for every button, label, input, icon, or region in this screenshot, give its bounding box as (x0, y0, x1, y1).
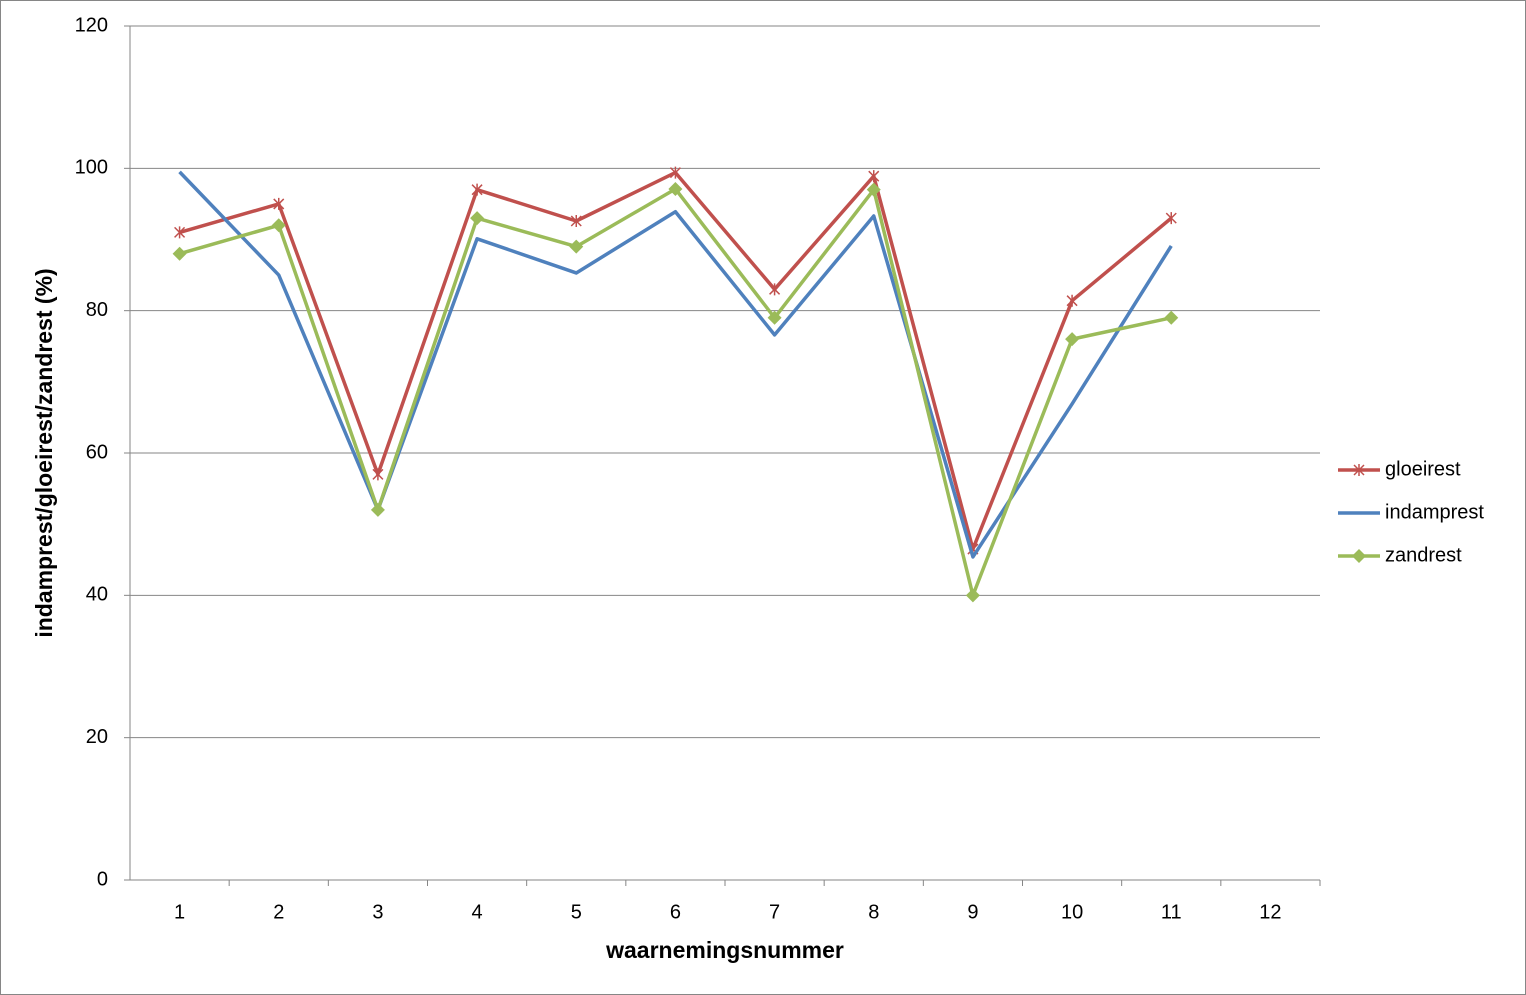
point-marker (370, 502, 385, 517)
point-marker (174, 226, 186, 239)
y-tick-label: 80 (86, 299, 108, 321)
x-axis-title: waarnemingsnummer (605, 937, 844, 963)
y-tick-label: 100 (75, 157, 108, 179)
legend-marker (1353, 464, 1365, 476)
y-axis-title: indamprest/gloeirest/zandrest (%) (31, 268, 57, 637)
point-marker (471, 183, 483, 196)
x-tick-label: 12 (1259, 901, 1281, 923)
y-tick-label: 0 (97, 868, 108, 890)
x-tick-label: 2 (273, 901, 284, 923)
point-marker (271, 218, 286, 233)
legend-label: zandrest (1385, 544, 1462, 566)
point-marker (470, 211, 485, 226)
legend-marker (1352, 549, 1366, 563)
point-marker (769, 283, 781, 296)
point-marker (1065, 332, 1080, 347)
legend-label: indamprest (1385, 501, 1484, 523)
point-marker (866, 182, 881, 197)
x-tick-label: 3 (372, 901, 383, 923)
point-marker (172, 246, 187, 261)
x-tick-label: 11 (1161, 901, 1182, 923)
point-marker (868, 170, 880, 183)
point-marker (273, 197, 285, 210)
point-marker (965, 588, 980, 603)
point-marker (372, 468, 384, 481)
x-tick-label: 5 (571, 901, 582, 923)
legend-label: gloeirest (1385, 458, 1461, 480)
point-marker (1164, 310, 1179, 325)
x-tick-label: 4 (472, 901, 483, 923)
y-tick-label: 40 (86, 584, 108, 606)
y-tick-label: 60 (86, 441, 108, 463)
point-marker (668, 181, 683, 196)
y-tick-label: 120 (75, 14, 108, 36)
point-marker (669, 166, 681, 179)
point-marker (767, 310, 782, 325)
point-marker (1066, 294, 1078, 307)
point-marker (570, 214, 582, 227)
x-tick-label: 9 (967, 901, 978, 923)
x-tick-label: 6 (670, 901, 681, 923)
x-tick-label: 7 (769, 901, 780, 923)
y-tick-label: 20 (86, 726, 108, 748)
x-tick-label: 8 (868, 901, 879, 923)
x-tick-label: 10 (1061, 901, 1083, 923)
x-tick-label: 1 (174, 901, 185, 923)
point-marker (1165, 212, 1177, 225)
point-marker (569, 239, 584, 254)
